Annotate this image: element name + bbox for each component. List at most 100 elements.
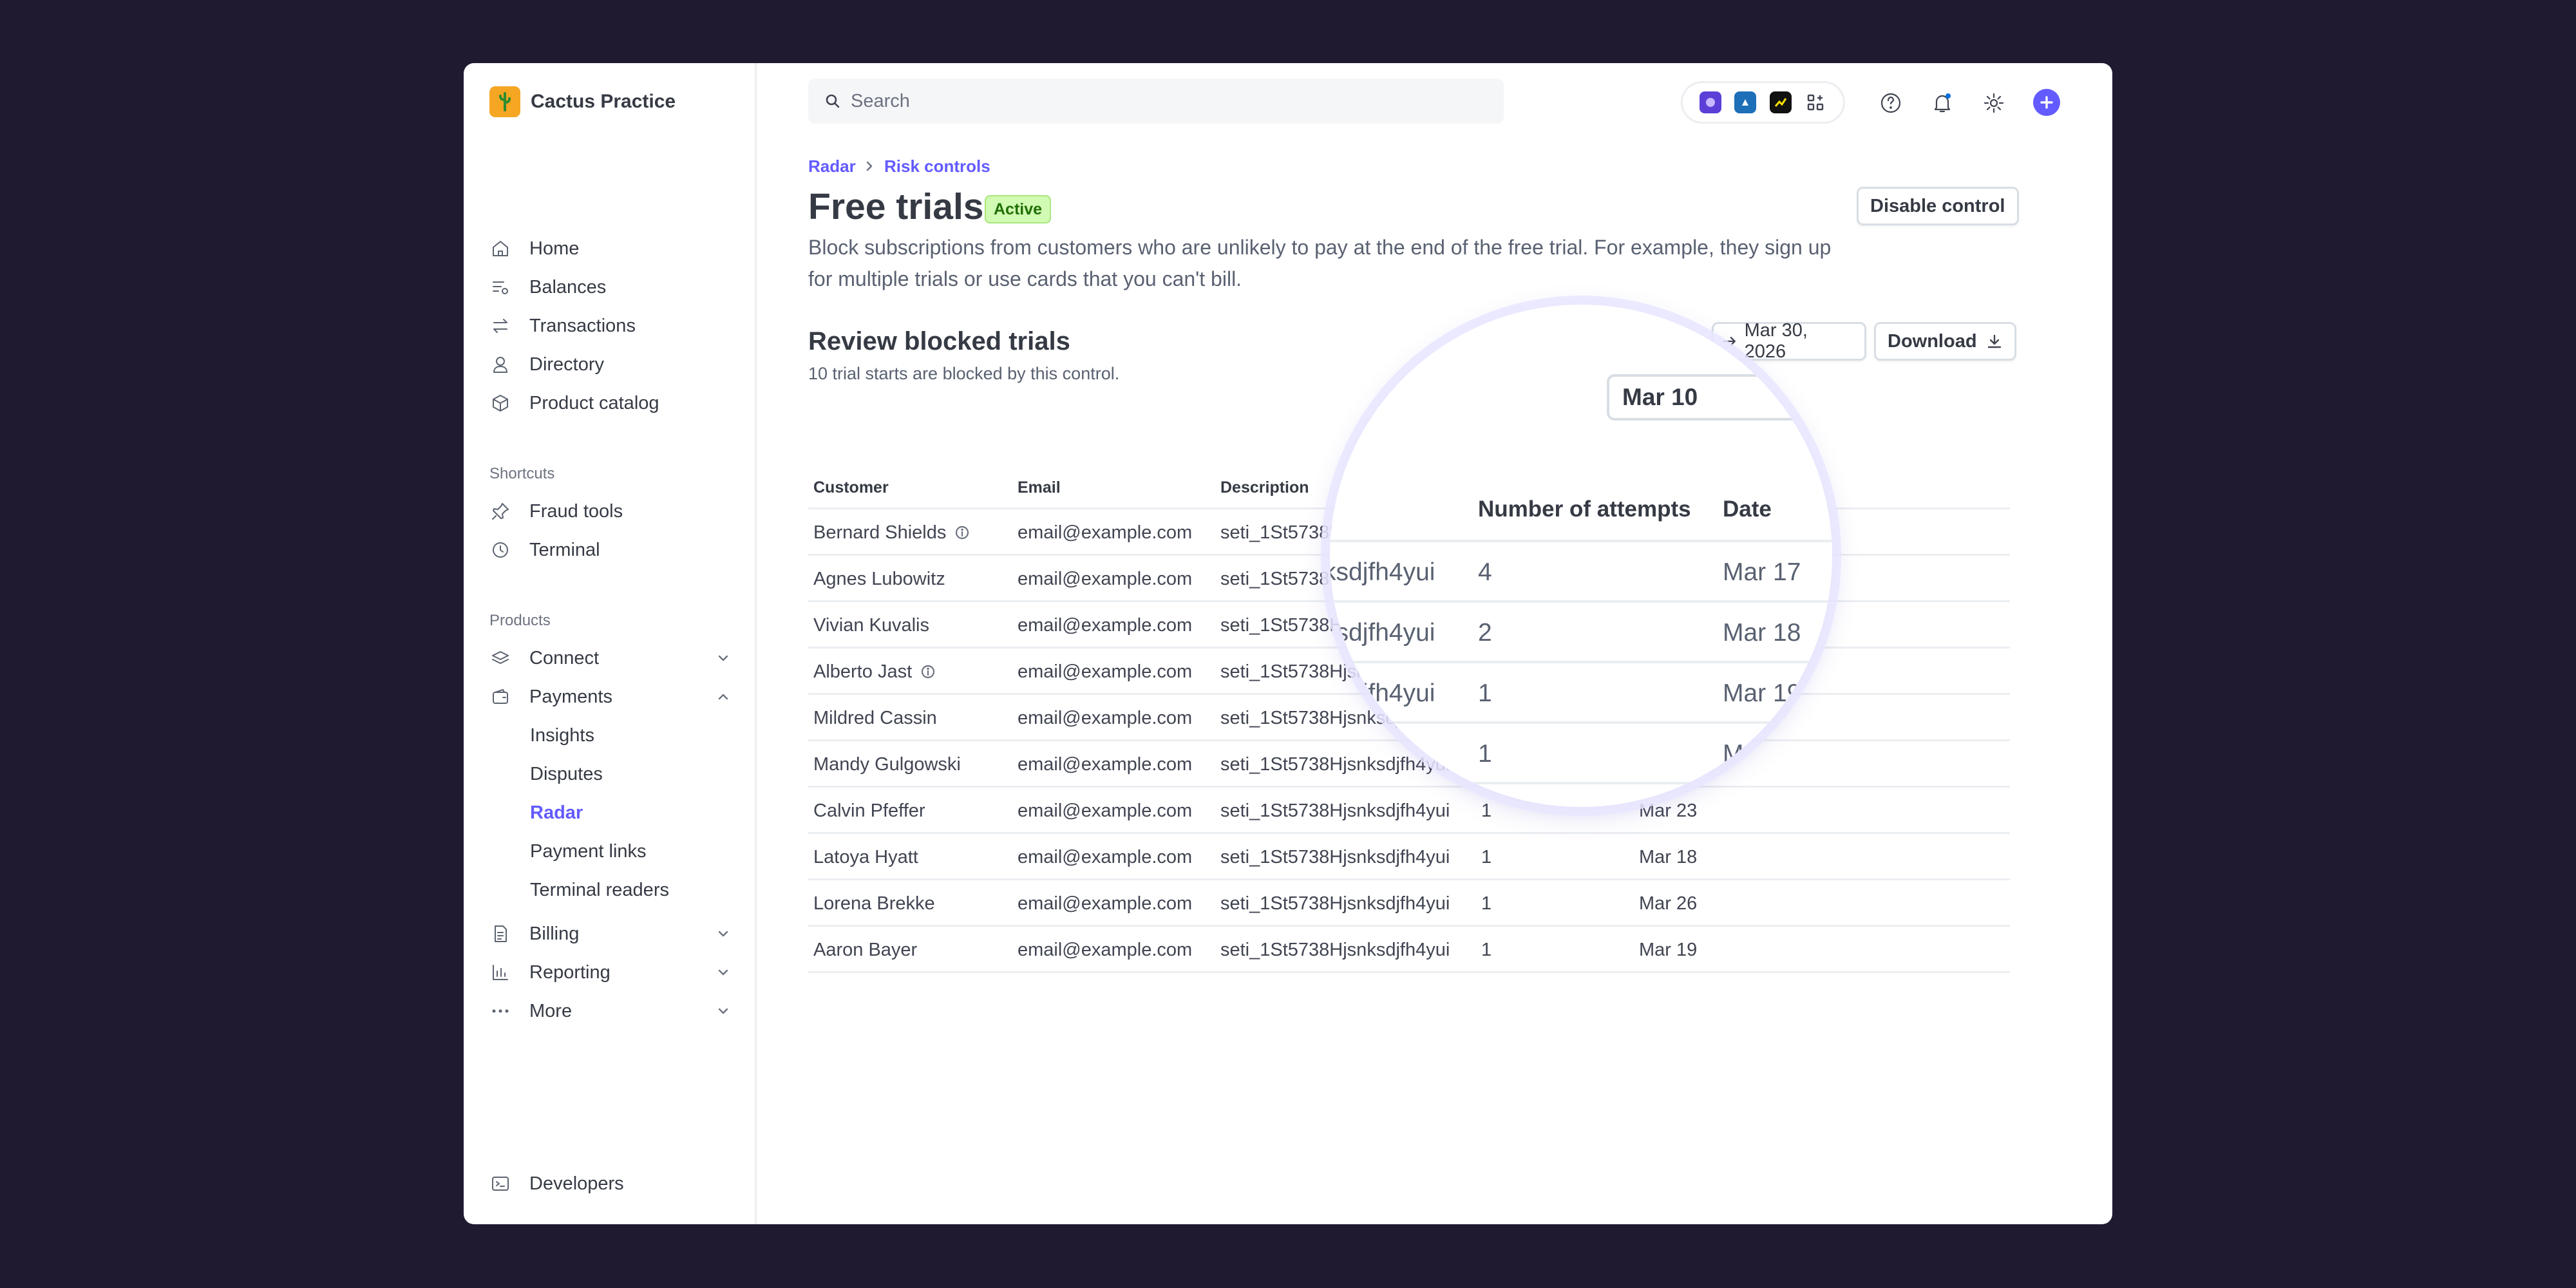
sidebar-item-fraud-tools[interactable]: Fraud tools bbox=[489, 495, 731, 528]
email-cell: email@example.com bbox=[1018, 741, 1192, 788]
column-header-date[interactable]: Date bbox=[1723, 497, 1772, 522]
zoomed-date-start-text: Mar 10 bbox=[1622, 384, 1698, 410]
email-cell-text: email@example.com bbox=[1018, 753, 1193, 775]
sidebar-item-directory[interactable]: Directory bbox=[489, 348, 731, 381]
description-cell: seti_1St5738Hjsnksdjfh4yui bbox=[1220, 927, 1452, 973]
sidebar-item-label: Billing bbox=[529, 923, 580, 944]
chevron-down-icon[interactable] bbox=[715, 650, 731, 666]
email-cell: email@example.com bbox=[1018, 880, 1192, 927]
sidebar-item-label: Terminal bbox=[529, 539, 600, 560]
info-icon[interactable] bbox=[954, 524, 971, 541]
app-chart-icon[interactable] bbox=[1769, 91, 1792, 113]
download-button[interactable]: Download bbox=[1874, 322, 2016, 361]
email-cell: email@example.com bbox=[1018, 602, 1192, 649]
installed-apps bbox=[1681, 81, 1845, 124]
customer-cell-text: Mandy Gulgowski bbox=[813, 753, 961, 775]
help-icon[interactable] bbox=[1878, 90, 1904, 116]
sidebar-subitem-disputes[interactable]: Disputes bbox=[530, 763, 603, 784]
arrow-right-icon bbox=[1723, 336, 1736, 346]
sidebar-item-developers[interactable]: Developers bbox=[489, 1167, 731, 1200]
sidebar-item-transactions[interactable]: Transactions bbox=[489, 309, 731, 343]
zoomed-attempts-cell: 2 bbox=[1478, 619, 1492, 647]
date-cell-text: Mar 26 bbox=[1639, 893, 1698, 914]
chevron-down-icon[interactable] bbox=[715, 965, 731, 980]
sidebar-item-balances[interactable]: Balances bbox=[489, 270, 731, 304]
zoomed-date-cell: Mar 20 bbox=[1723, 740, 1801, 768]
date-cell-text: Mar 23 bbox=[1639, 800, 1698, 821]
search-bar[interactable] bbox=[808, 79, 1504, 124]
clock-icon bbox=[489, 539, 511, 561]
sidebar-item-label: Developers bbox=[529, 1173, 624, 1194]
brand[interactable]: Cactus Practice bbox=[489, 86, 676, 117]
email-cell-text: email@example.com bbox=[1018, 568, 1193, 589]
chevron-down-icon[interactable] bbox=[715, 926, 731, 942]
section-label-products: Products bbox=[489, 612, 551, 629]
column-header-description[interactable]: Description bbox=[1220, 478, 1309, 497]
chevron-down-icon[interactable] bbox=[715, 1003, 731, 1019]
sidebar-subitem-payment-links[interactable]: Payment links bbox=[530, 840, 647, 862]
email-cell-text: email@example.com bbox=[1018, 707, 1193, 728]
notifications-bell-icon[interactable] bbox=[1929, 90, 1955, 116]
description-cell: seti_1St5738Hjsnksdjfh4yui bbox=[1220, 741, 1452, 788]
attempts-cell: 1 bbox=[1481, 788, 1492, 834]
sidebar-item-billing[interactable]: Billing bbox=[489, 917, 731, 951]
email-cell: email@example.com bbox=[1018, 649, 1192, 695]
sidebar-subitem-insights[interactable]: Insights bbox=[530, 724, 594, 746]
app-window: Cactus Practice Home Balances Transactio… bbox=[464, 63, 2112, 1224]
magnifier-lens: Mar 10 Number of attempts Date ksdjfh4yu… bbox=[1330, 305, 1832, 807]
info-icon[interactable] bbox=[920, 663, 936, 680]
create-plus-button[interactable] bbox=[2033, 89, 2060, 116]
settings-gear-icon[interactable] bbox=[1981, 90, 2007, 116]
description-cell-text: seti_1St5738Hjsnksdjfh4yui bbox=[1220, 753, 1450, 775]
app-blue-icon[interactable] bbox=[1734, 91, 1757, 113]
column-header-email[interactable]: Email bbox=[1018, 478, 1061, 497]
zoomed-attempts-cell: 1 bbox=[1478, 740, 1492, 768]
layers-icon bbox=[489, 647, 511, 669]
apps-grid-icon[interactable] bbox=[1804, 91, 1826, 113]
sidebar-item-payments[interactable]: Payments bbox=[489, 680, 731, 714]
sidebar-item-connect[interactable]: Connect bbox=[489, 641, 731, 675]
customer-cell: Latoya Hyatt bbox=[813, 834, 918, 880]
search-input[interactable] bbox=[851, 90, 1430, 112]
sidebar-item-label: More bbox=[529, 1000, 573, 1021]
sidebar-item-more[interactable]: More bbox=[489, 994, 731, 1028]
table-row[interactable]: Lorena Brekke email@example.com seti_1St57… bbox=[808, 878, 2010, 925]
wallet-icon bbox=[489, 686, 511, 708]
sidebar-item-label: Transactions bbox=[529, 315, 636, 336]
customer-cell: Lorena Brekke bbox=[813, 880, 935, 927]
breadcrumb-radar[interactable]: Radar bbox=[808, 156, 856, 176]
date-cell: Mar 23 bbox=[1639, 788, 1697, 834]
zoomed-table-row: ksdjfh4yui 1 Mar 19 bbox=[1330, 661, 1832, 721]
sidebar-subitem-radar[interactable]: Radar bbox=[530, 802, 583, 823]
description-cell-text: seti_1St5738Hjsnksdjfh4yui bbox=[1220, 939, 1450, 960]
sidebar-item-product-catalog[interactable]: Product catalog bbox=[489, 386, 731, 420]
date-range-button[interactable]: Mar 30, 2026 bbox=[1712, 320, 1866, 362]
status-badge: Active bbox=[985, 195, 1052, 223]
attempts-cell-text: 1 bbox=[1481, 939, 1492, 960]
sidebar-item-label: Fraud tools bbox=[529, 500, 623, 522]
breadcrumb-risk-controls[interactable]: Risk controls bbox=[884, 156, 990, 176]
description-cell: seti_1St5738Hjsnksdjfh4yui bbox=[1220, 880, 1452, 927]
chevron-up-icon[interactable] bbox=[715, 689, 731, 705]
column-header-number-of-attempts[interactable]: Number of attempts bbox=[1478, 497, 1691, 522]
more-dots-icon bbox=[489, 1000, 511, 1022]
app-purple-icon[interactable] bbox=[1700, 91, 1722, 113]
section-title: Review blocked trials bbox=[808, 327, 1070, 355]
pin-icon bbox=[489, 500, 511, 522]
customer-cell: Aaron Bayer bbox=[813, 927, 917, 973]
customer-cell: Vivian Kuvalis bbox=[813, 602, 929, 649]
disable-control-button[interactable]: Disable control bbox=[1857, 187, 2019, 225]
table-row[interactable]: Latoya Hyatt email@example.com seti_1St573… bbox=[808, 832, 2010, 878]
table-row[interactable]: Calvin Pfeffer email@example.com seti_1St5… bbox=[808, 786, 2010, 832]
attempts-cell: 1 bbox=[1481, 880, 1492, 927]
table-row[interactable]: Aaron Bayer email@example.com seti_1St5738… bbox=[808, 925, 2010, 971]
sidebar-subitem-terminal-readers[interactable]: Terminal readers bbox=[530, 879, 669, 900]
sidebar-item-reporting[interactable]: Reporting bbox=[489, 956, 731, 989]
customer-cell-text: Alberto Jast bbox=[813, 661, 913, 682]
zoomed-date-cell: Mar 18 bbox=[1723, 619, 1801, 647]
sidebar-item-terminal[interactable]: Terminal bbox=[489, 533, 731, 567]
attempts-cell-text: 1 bbox=[1481, 846, 1492, 867]
sidebar-item-home[interactable]: Home bbox=[489, 232, 731, 265]
sidebar-item-label: Balances bbox=[529, 276, 607, 298]
column-header-customer[interactable]: Customer bbox=[813, 478, 889, 497]
